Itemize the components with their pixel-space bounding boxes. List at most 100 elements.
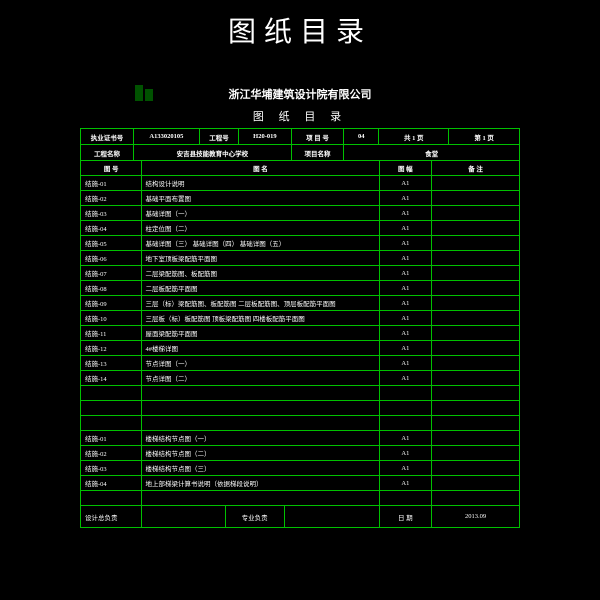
date-label: 日 期 [379, 506, 432, 528]
row-name: 基础平面布置图 [142, 191, 379, 206]
table-row-empty [81, 386, 520, 401]
row-note [432, 251, 520, 266]
cert-value: A133020105 [134, 129, 200, 144]
row-size: A1 [379, 236, 432, 251]
row-size: A1 [379, 371, 432, 386]
row-note [432, 191, 520, 206]
row-name: 地下室顶板梁配筋平面图 [142, 251, 379, 266]
table-row: 结施-11屋面梁配筋平面图A1 [81, 326, 520, 341]
row-note [432, 176, 520, 191]
row-note [432, 356, 520, 371]
table-row: 结施-04地上部梯梁计算书说明（依据梯段说明）A1 [81, 476, 520, 491]
row-name: 基础详图（一） [142, 206, 379, 221]
page-of: 第 1 页 [449, 129, 519, 144]
row-size: A1 [379, 176, 432, 191]
row-size: A1 [379, 341, 432, 356]
jobno-label: 工程号 [199, 129, 238, 144]
row-note [432, 266, 520, 281]
row-name: 二层板配筋平面图 [142, 281, 379, 296]
table-row: 结施-06地下室顶板梁配筋平面图A1 [81, 251, 520, 266]
row-id: 结施-09 [81, 296, 142, 311]
discipline-lead-label: 专业负责 [225, 506, 284, 527]
table-row: 结施-10三层板（标）板配筋图 顶板梁配筋图 四楼板配筋平面图A1 [81, 311, 520, 326]
row-note [432, 221, 520, 236]
row-name: 地上部梯梁计算书说明（依据梯段说明） [142, 476, 379, 491]
index-table: 执业证书号 A133020105 工程号 H20-019 项 目 号 04 共 … [80, 128, 520, 528]
row-id: 结施-07 [81, 266, 142, 281]
row-id: 结施-05 [81, 236, 142, 251]
projno-value: 04 [344, 129, 379, 144]
row-name: 节点详图（二） [142, 371, 379, 386]
sheet-subtitle: 图 纸 目 录 [80, 102, 520, 128]
table-row: 结施-04柱定位图（二）A1 [81, 221, 520, 236]
table-row-empty [81, 416, 520, 431]
row-note [432, 326, 520, 341]
row-id: 结施-03 [81, 206, 142, 221]
header-row-1: 执业证书号 A133020105 工程号 H20-019 项 目 号 04 共 … [81, 129, 520, 145]
row-id: 结施-08 [81, 281, 142, 296]
row-name: 结构设计说明 [142, 176, 379, 191]
row-note [432, 281, 520, 296]
row-size: A1 [379, 191, 432, 206]
stage-label: 项目名称 [291, 145, 344, 160]
date-value: 2013.09 [432, 506, 520, 528]
row-name: 二层梁配筋图、板配筋图 [142, 266, 379, 281]
table-row: 结施-02基础平面布置图A1 [81, 191, 520, 206]
page-title: 图纸目录 [0, 0, 600, 60]
row-size: A1 [379, 476, 432, 491]
row-id: 结施-02 [81, 446, 142, 461]
drawing-index-sheet: 浙江华埔建筑设计院有限公司 图 纸 目 录 执业证书号 A133020105 工… [80, 80, 520, 528]
row-size: A1 [379, 446, 432, 461]
row-id: 结施-01 [81, 431, 142, 446]
footer-row: 设计总负责 专业负责 日 期 2013.09 [81, 506, 520, 528]
row-size: A1 [379, 431, 432, 446]
design-lead-label: 设计总负责 [81, 506, 142, 528]
row-size: A1 [379, 221, 432, 236]
table-row: 结施-01楼梯结构节点图（一）A1 [81, 431, 520, 446]
row-name: 屋面梁配筋平面图 [142, 326, 379, 341]
company-logo [135, 85, 153, 101]
table-row: 结施-14节点详图（二）A1 [81, 371, 520, 386]
column-header-row: 图 号 图 名 图 幅 备 注 [81, 161, 520, 176]
projname-label: 工程名称 [81, 145, 134, 160]
row-note [432, 341, 520, 356]
row-name: 4#楼梯详图 [142, 341, 379, 356]
row-id: 结施-13 [81, 356, 142, 371]
col-note: 备 注 [432, 161, 520, 176]
row-size: A1 [379, 356, 432, 371]
row-id: 结施-10 [81, 311, 142, 326]
jobno-value: H20-019 [239, 129, 292, 144]
row-id: 结施-01 [81, 176, 142, 191]
table-row-empty [81, 401, 520, 416]
row-size: A1 [379, 266, 432, 281]
table-row: 结施-124#楼梯详图A1 [81, 341, 520, 356]
row-note [432, 236, 520, 251]
stage-value: 食堂 [344, 145, 519, 160]
table-row: 结施-01结构设计说明A1 [81, 176, 520, 191]
row-id: 结施-04 [81, 476, 142, 491]
row-name: 柱定位图（二） [142, 221, 379, 236]
table-row: 结施-03基础详图（一）A1 [81, 206, 520, 221]
row-note [432, 206, 520, 221]
row-size: A1 [379, 326, 432, 341]
table-row: 结施-08二层板配筋平面图A1 [81, 281, 520, 296]
col-id: 图 号 [81, 161, 142, 176]
row-note [432, 446, 520, 461]
table-row: 结施-03楼梯结构节点图（三）A1 [81, 461, 520, 476]
projno-label: 项 目 号 [291, 129, 344, 144]
header-row-2: 工程名称 安吉县技能教育中心学校 项目名称 食堂 [81, 145, 520, 161]
col-size: 图 幅 [379, 161, 432, 176]
row-name: 楼梯结构节点图（二） [142, 446, 379, 461]
row-name: 三层（标）梁配筋图、板配筋图 二层板配筋图、顶层板配筋平面图 [142, 296, 379, 311]
row-name: 节点详图（一） [142, 356, 379, 371]
cert-label: 执业证书号 [81, 129, 134, 144]
table-row: 结施-05基础详图（三） 基础详图（四） 基础详图（五）A1 [81, 236, 520, 251]
row-id: 结施-03 [81, 461, 142, 476]
row-note [432, 476, 520, 491]
row-size: A1 [379, 281, 432, 296]
col-name: 图 名 [142, 161, 379, 176]
row-id: 结施-12 [81, 341, 142, 356]
table-row: 结施-09三层（标）梁配筋图、板配筋图 二层板配筋图、顶层板配筋平面图A1 [81, 296, 520, 311]
row-note [432, 461, 520, 476]
page-cur: 共 1 页 [379, 129, 449, 144]
